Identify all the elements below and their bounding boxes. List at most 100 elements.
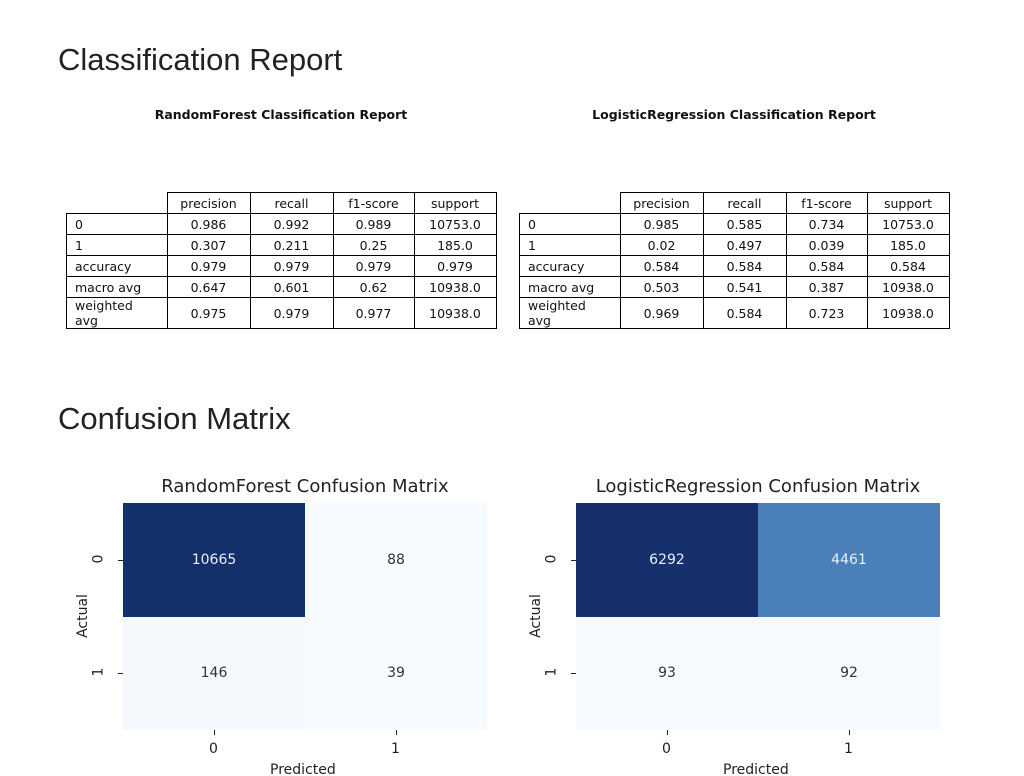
table-cell: 0.039 xyxy=(785,234,868,256)
x-tick xyxy=(396,730,397,735)
table-cell: 0.647 xyxy=(166,276,251,298)
table-cell: 0.585 xyxy=(702,213,787,235)
table-cell: 0.211 xyxy=(249,234,334,256)
table-cell: 0.584 xyxy=(702,255,787,277)
table-cell: 10753.0 xyxy=(866,213,950,235)
y-tick xyxy=(118,673,123,675)
x-axis-label: Predicted xyxy=(723,762,789,776)
confusion-matrix: RandomForest Confusion Matrix 10665 88 146 3… xyxy=(70,470,510,776)
empty-header xyxy=(67,193,168,214)
y-tick xyxy=(118,559,123,561)
empty-header xyxy=(520,193,621,214)
table-row: accuracy 0.979 0.979 0.979 0.979 xyxy=(66,255,497,277)
section-heading: Confusion Matrix xyxy=(58,401,291,436)
x-axis-label: Predicted xyxy=(270,762,336,776)
table-row: 0 0.985 0.585 0.734 10753.0 xyxy=(519,213,950,235)
column-header: support xyxy=(413,192,497,214)
column-header: support xyxy=(866,192,950,214)
y-axis-label: Actual xyxy=(74,593,91,638)
table-cell: 0.992 xyxy=(249,213,334,235)
confusion-matrix: LogisticRegression Confusion Matrix 6292 4… xyxy=(523,470,963,776)
table-cell: 10753.0 xyxy=(413,213,497,235)
x-tick-label: 1 xyxy=(844,741,853,757)
table-cell: 185.0 xyxy=(866,234,950,256)
row-label: weighted avg xyxy=(519,297,621,329)
table-cell: 0.975 xyxy=(166,297,251,329)
matrix-cell: 6292 xyxy=(576,503,758,617)
header-row: precision recall f1-score support xyxy=(520,192,950,214)
table-cell: 0.979 xyxy=(332,255,415,277)
table-cell: 0.969 xyxy=(619,297,704,329)
x-tick xyxy=(667,730,668,735)
y-axis-label: Actual xyxy=(527,593,544,638)
column-header: f1-score xyxy=(785,192,868,214)
table-cell: 0.985 xyxy=(619,213,704,235)
table-row: macro avg 0.647 0.601 0.62 10938.0 xyxy=(66,276,497,298)
y-tick xyxy=(571,673,576,675)
table-cell: 10938.0 xyxy=(413,276,497,298)
row-label: 1 xyxy=(519,234,621,256)
matrix-cell: 92 xyxy=(758,616,940,730)
table-row: 1 0.02 0.497 0.039 185.0 xyxy=(519,234,950,256)
matrix-cell: 146 xyxy=(123,616,305,730)
table-cell: 10938.0 xyxy=(866,276,950,298)
table-row: 1 0.307 0.211 0.25 185.0 xyxy=(66,234,497,256)
table-cell: 10938.0 xyxy=(866,297,950,329)
table-row: weighted avg 0.969 0.584 0.723 10938.0 xyxy=(519,297,950,329)
table-cell: 0.979 xyxy=(249,297,334,329)
report-title: LogisticRegression Classification Report xyxy=(592,107,876,122)
table-cell: 0.584 xyxy=(619,255,704,277)
y-tick-label: 1 xyxy=(90,667,107,677)
table-cell: 0.584 xyxy=(702,297,787,329)
header-row: precision recall f1-score support xyxy=(67,192,497,214)
table-cell: 0.986 xyxy=(166,213,251,235)
y-tick xyxy=(571,559,576,561)
row-label: accuracy xyxy=(519,255,621,277)
column-header: precision xyxy=(166,192,251,214)
row-label: 0 xyxy=(519,213,621,235)
table-cell: 0.734 xyxy=(785,213,868,235)
table-cell: 0.497 xyxy=(702,234,787,256)
table-row: 0 0.986 0.992 0.989 10753.0 xyxy=(66,213,497,235)
table-row: macro avg 0.503 0.541 0.387 10938.0 xyxy=(519,276,950,298)
column-header: recall xyxy=(702,192,787,214)
row-label: 1 xyxy=(66,234,168,256)
table-cell: 0.62 xyxy=(332,276,415,298)
row-label: macro avg xyxy=(519,276,621,298)
report-table: precision recall f1-score support 0 0.986 0.99… xyxy=(66,192,497,329)
section-heading: Classification Report xyxy=(58,42,343,77)
table-cell: 0.541 xyxy=(702,276,787,298)
matrix-cell: 4461 xyxy=(758,503,940,617)
matrix-title: LogisticRegression Confusion Matrix xyxy=(595,476,921,497)
x-tick-label: 0 xyxy=(209,741,218,757)
table-cell: 0.977 xyxy=(332,297,415,329)
y-tick-label: 0 xyxy=(543,554,560,564)
table-cell: 0.387 xyxy=(785,276,868,298)
x-tick-label: 1 xyxy=(391,741,400,757)
table-cell: 0.307 xyxy=(166,234,251,256)
table-cell: 0.503 xyxy=(619,276,704,298)
x-tick-label: 0 xyxy=(662,741,671,757)
column-header: f1-score xyxy=(332,192,415,214)
table-cell: 0.979 xyxy=(413,255,497,277)
row-label: 0 xyxy=(66,213,168,235)
table-cell: 0.723 xyxy=(785,297,868,329)
report-table: precision recall f1-score support 0 0.985 0.58… xyxy=(519,192,950,329)
table-cell: 0.02 xyxy=(619,234,704,256)
x-tick xyxy=(214,730,215,735)
table-cell: 0.584 xyxy=(866,255,950,277)
row-label: accuracy xyxy=(66,255,168,277)
matrix-title: RandomForest Confusion Matrix xyxy=(161,476,449,497)
row-label: weighted avg xyxy=(66,297,168,329)
matrix-cell: 93 xyxy=(576,616,758,730)
table-cell: 0.979 xyxy=(166,255,251,277)
table-row: weighted avg 0.975 0.979 0.977 10938.0 xyxy=(66,297,497,329)
table-row: accuracy 0.584 0.584 0.584 0.584 xyxy=(519,255,950,277)
matrix-cell: 10665 xyxy=(123,503,305,617)
table-cell: 0.601 xyxy=(249,276,334,298)
table-cell: 0.989 xyxy=(332,213,415,235)
report-title: RandomForest Classification Report xyxy=(154,107,408,122)
table-cell: 10938.0 xyxy=(413,297,497,329)
matrix-cell: 39 xyxy=(305,616,487,730)
table-cell: 0.25 xyxy=(332,234,415,256)
